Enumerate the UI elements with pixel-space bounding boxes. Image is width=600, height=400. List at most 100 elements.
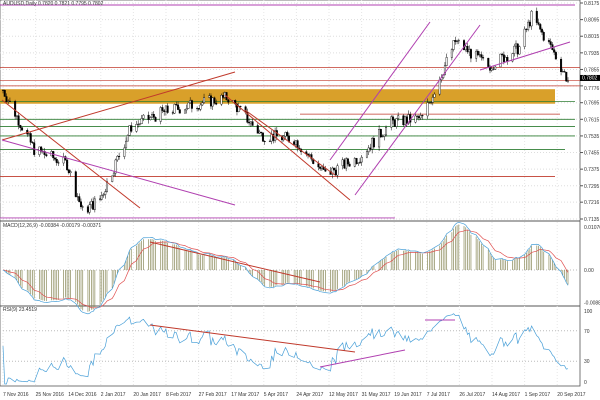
candle bbox=[343, 159, 346, 169]
candle bbox=[492, 68, 495, 70]
candle bbox=[360, 156, 363, 163]
candle bbox=[175, 104, 178, 106]
candle bbox=[469, 49, 472, 59]
candle bbox=[319, 166, 322, 169]
rsi-tick-label: 70 bbox=[584, 329, 590, 335]
candle bbox=[116, 155, 119, 161]
candle bbox=[490, 68, 493, 71]
candle bbox=[21, 127, 24, 131]
date-tick-label: 7 Jul 2017 bbox=[427, 392, 450, 398]
candle bbox=[478, 54, 481, 56]
candle bbox=[527, 21, 530, 30]
candle bbox=[268, 140, 271, 142]
candle bbox=[378, 129, 381, 148]
candle bbox=[506, 57, 509, 62]
macd-tick-label: 0.00 bbox=[584, 268, 594, 274]
candle bbox=[355, 158, 358, 164]
candle bbox=[530, 10, 533, 27]
price-tick-label: 0.7216 bbox=[584, 200, 600, 206]
candle bbox=[57, 162, 60, 164]
date-tick-label: 20 Sep 2017 bbox=[557, 392, 586, 398]
candle bbox=[553, 49, 556, 53]
candle bbox=[317, 163, 320, 168]
candle bbox=[561, 71, 564, 73]
trendlines bbox=[0, 4, 575, 209]
candle bbox=[211, 97, 214, 107]
rsi-line bbox=[2, 313, 569, 385]
price-tick-label: 0.7135 bbox=[584, 217, 600, 223]
candle bbox=[515, 43, 518, 47]
date-tick-label: 25 Nov 2016 bbox=[36, 392, 65, 398]
candle bbox=[438, 79, 441, 95]
candle bbox=[14, 101, 17, 117]
date-tick-label: 12 May 2017 bbox=[329, 392, 358, 398]
candle bbox=[431, 97, 434, 103]
date-tick-label: 20 Jan 2017 bbox=[133, 392, 161, 398]
candle bbox=[258, 131, 261, 134]
candle bbox=[43, 151, 46, 155]
candle bbox=[452, 40, 455, 50]
candle bbox=[502, 54, 505, 62]
candle bbox=[457, 40, 460, 42]
candle bbox=[128, 125, 131, 136]
candle bbox=[27, 133, 30, 135]
candle bbox=[55, 159, 58, 163]
candle bbox=[476, 50, 479, 56]
candle bbox=[138, 123, 141, 125]
candle bbox=[563, 71, 566, 73]
chart-frame bbox=[0, 0, 581, 387]
candle bbox=[516, 43, 519, 55]
candle bbox=[154, 117, 157, 122]
candle bbox=[293, 141, 296, 145]
candle bbox=[164, 105, 167, 112]
trendline bbox=[1, 71, 236, 141]
candle bbox=[324, 169, 327, 172]
date-tick-label: 19 Jun 2017 bbox=[394, 392, 422, 398]
candle bbox=[482, 57, 485, 59]
channel-line bbox=[354, 24, 481, 196]
candle bbox=[468, 49, 471, 53]
candle bbox=[92, 201, 95, 210]
candle bbox=[535, 10, 538, 23]
candle bbox=[45, 154, 48, 157]
candle bbox=[369, 147, 372, 150]
macd-tick-label: 0.01076 bbox=[584, 225, 600, 231]
candle bbox=[90, 201, 93, 205]
candle bbox=[454, 40, 457, 42]
candle bbox=[480, 54, 483, 58]
candle bbox=[159, 107, 162, 122]
candle bbox=[93, 198, 96, 210]
candle bbox=[334, 169, 337, 176]
candle bbox=[78, 196, 81, 202]
candle bbox=[331, 167, 334, 175]
candle bbox=[86, 206, 89, 213]
candle bbox=[178, 109, 181, 114]
candle bbox=[554, 52, 557, 60]
candle bbox=[287, 135, 290, 142]
candle bbox=[102, 194, 105, 196]
candle bbox=[487, 57, 490, 67]
candle bbox=[209, 95, 212, 107]
candle bbox=[161, 107, 164, 111]
candle bbox=[336, 165, 339, 176]
candle bbox=[213, 97, 216, 104]
candle bbox=[421, 115, 424, 117]
candle bbox=[125, 140, 128, 149]
current-price-label: 0.7802 bbox=[582, 76, 598, 82]
candle bbox=[541, 29, 544, 33]
candle bbox=[123, 147, 126, 157]
candle bbox=[433, 93, 436, 98]
candle bbox=[79, 201, 82, 208]
candle bbox=[112, 172, 115, 177]
candle bbox=[263, 141, 266, 143]
candle bbox=[67, 169, 70, 174]
candle bbox=[166, 105, 169, 113]
price-tick-label: 0.8015 bbox=[584, 34, 600, 40]
candle bbox=[397, 115, 400, 119]
candle bbox=[416, 115, 419, 117]
candle bbox=[114, 159, 117, 174]
candle bbox=[353, 158, 356, 167]
candle bbox=[88, 204, 91, 213]
candle bbox=[296, 140, 299, 149]
candle bbox=[475, 50, 478, 59]
